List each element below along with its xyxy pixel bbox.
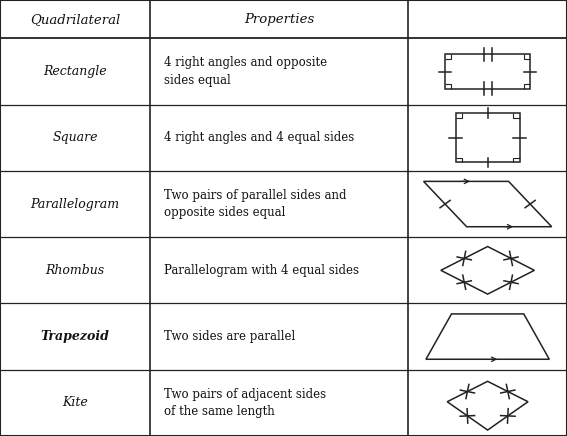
Text: Rectangle: Rectangle [43,65,107,78]
Text: Quadrilateral: Quadrilateral [30,13,120,26]
Text: Trapezoid: Trapezoid [41,330,109,343]
Text: Square: Square [52,131,98,144]
Text: Parallelogram: Parallelogram [31,198,120,211]
Text: Kite: Kite [62,396,88,409]
Text: Parallelogram with 4 equal sides: Parallelogram with 4 equal sides [164,264,359,277]
Text: Two sides are parallel: Two sides are parallel [164,330,295,343]
Text: Properties: Properties [244,13,314,26]
Text: 4 right angles and opposite
sides equal: 4 right angles and opposite sides equal [164,56,328,87]
Text: Two pairs of parallel sides and
opposite sides equal: Two pairs of parallel sides and opposite… [164,189,347,219]
Text: Two pairs of adjacent sides
of the same length: Two pairs of adjacent sides of the same … [164,388,327,418]
Text: Rhombus: Rhombus [45,264,105,277]
Text: 4 right angles and 4 equal sides: 4 right angles and 4 equal sides [164,131,355,144]
